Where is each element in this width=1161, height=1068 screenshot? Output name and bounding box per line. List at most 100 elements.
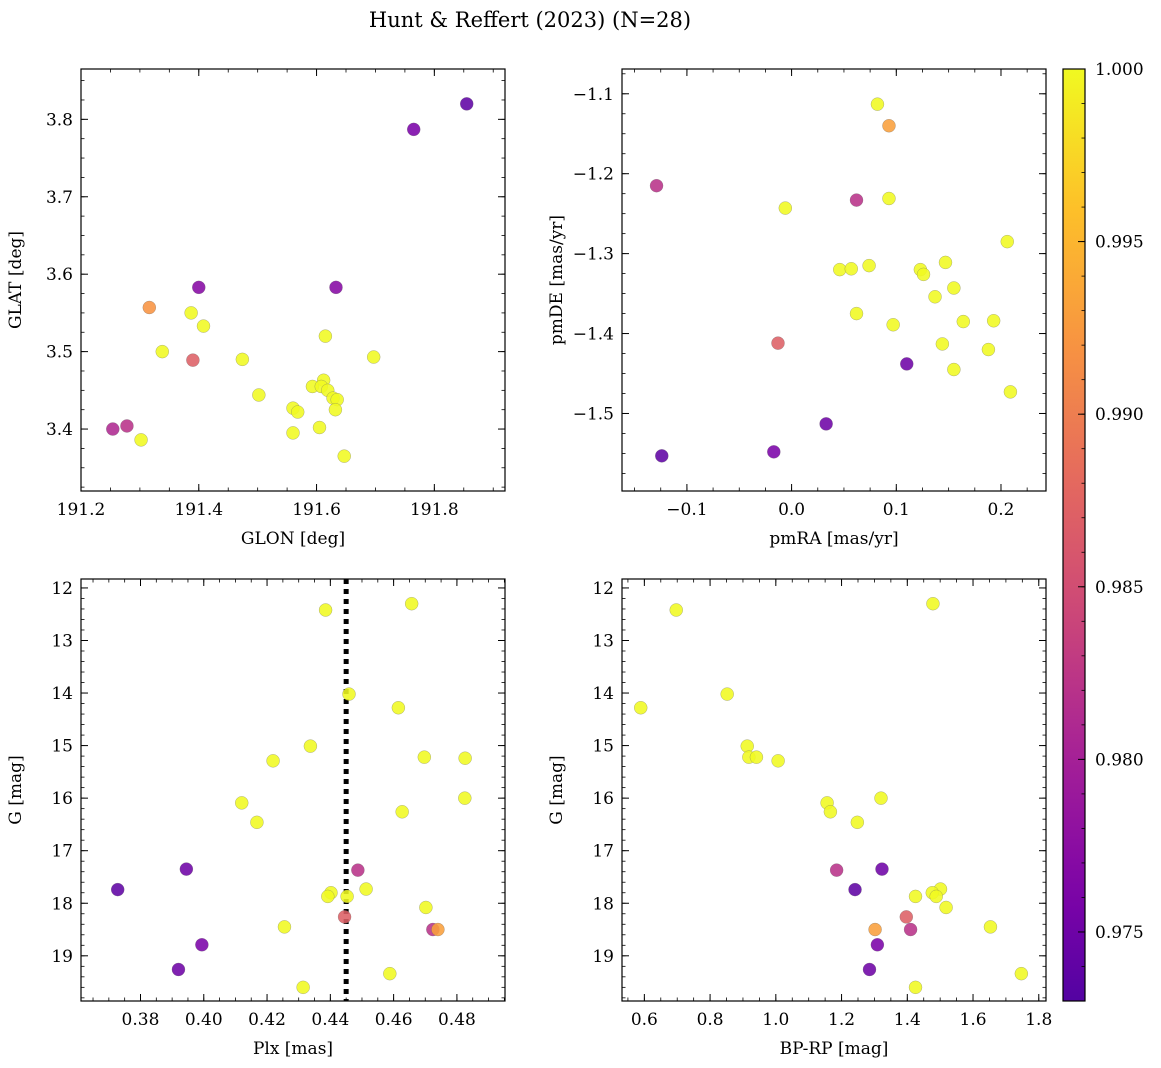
y-tick-label: −1.4	[573, 325, 614, 345]
data-point	[296, 980, 310, 995]
data-point	[142, 300, 157, 315]
data-point	[277, 920, 292, 934]
x-tick-label: 0.48	[438, 1010, 476, 1030]
y-tick-label: −1.2	[573, 165, 614, 185]
data-point	[882, 191, 896, 206]
data-point	[899, 910, 914, 924]
data-point	[321, 889, 335, 904]
data-point	[417, 750, 432, 764]
y-tick-label: 15	[592, 737, 614, 757]
data-point	[886, 318, 900, 332]
colorbar-tick-label: 0.980	[1095, 750, 1144, 770]
x-axis-label: GLON [deg]	[241, 529, 345, 549]
y-tick-label: 3.6	[46, 265, 73, 285]
y-tick-label: 13	[592, 631, 614, 651]
data-point	[303, 739, 318, 753]
data-point	[986, 314, 1001, 328]
colorbar-tick-label: 1.000	[1095, 60, 1144, 80]
data-point	[649, 178, 664, 193]
data-point	[110, 882, 125, 897]
data-point	[956, 314, 971, 329]
data-point	[155, 344, 170, 359]
data-point	[395, 805, 409, 819]
data-point	[337, 910, 352, 924]
y-tick-label: 16	[51, 789, 73, 809]
data-point	[916, 267, 931, 282]
y-tick-label: −1.5	[573, 404, 614, 424]
y-tick-label: 12	[592, 579, 614, 599]
data-point	[870, 938, 885, 952]
data-point	[900, 357, 914, 371]
figure-title: Hunt & Reffert (2023) (N=28)	[369, 8, 691, 32]
data-point	[290, 405, 305, 419]
colorbar-tick-label: 0.995	[1095, 233, 1144, 253]
data-point	[312, 420, 327, 435]
data-point	[404, 596, 419, 611]
data-point	[196, 319, 211, 333]
y-tick-label: 3.5	[46, 343, 73, 363]
data-point	[849, 306, 864, 321]
y-tick-label: 16	[592, 789, 614, 809]
y-tick-label: −1.1	[573, 85, 614, 105]
data-point	[458, 791, 472, 805]
y-axis-label: G [mag]	[547, 755, 567, 824]
data-point	[669, 603, 683, 617]
axes-frame	[621, 68, 1047, 492]
y-tick-label: 19	[592, 947, 614, 967]
data-point	[391, 701, 406, 715]
data-point	[823, 805, 838, 819]
data-point	[431, 922, 445, 937]
data-point	[981, 342, 996, 357]
data-point	[874, 791, 888, 805]
data-point	[819, 417, 833, 431]
data-point	[419, 900, 433, 915]
data-point	[184, 306, 198, 320]
data-point	[179, 862, 194, 876]
x-axis-label: Plx [mas]	[253, 1039, 333, 1059]
data-point	[929, 889, 943, 904]
x-tick-label: 0.42	[248, 1010, 286, 1030]
data-point	[771, 336, 785, 350]
data-point	[359, 882, 373, 896]
data-point	[939, 900, 953, 915]
data-point	[406, 122, 421, 137]
data-point	[720, 687, 734, 701]
data-point	[862, 258, 876, 273]
data-point	[633, 701, 648, 715]
colorbar: 0.975 0.980 0.985 0.990 0.995 1.000	[1062, 60, 1144, 1002]
data-point	[195, 938, 209, 952]
data-point	[850, 815, 865, 830]
y-tick-label: 14	[592, 684, 614, 704]
x-tick-label: 191.6	[292, 500, 341, 520]
data-point	[106, 422, 120, 436]
panel-2: −0.1 0.0 0.1 0.2 −1.1 −1.2 −1.3 −1.4 −1.5 pmRA [m…	[547, 68, 1047, 549]
data-point	[947, 362, 961, 377]
x-tick-label: 0.40	[185, 1010, 223, 1030]
data-point	[655, 449, 669, 463]
data-point	[870, 97, 885, 111]
data-point	[848, 882, 862, 897]
colorbar-tick-label: 0.990	[1095, 405, 1144, 425]
axes-frame	[80, 68, 506, 492]
y-tick-label: 19	[51, 947, 73, 967]
data-point	[234, 796, 249, 810]
data-point	[250, 815, 264, 830]
x-tick-label: 0.46	[375, 1010, 413, 1030]
data-point	[829, 863, 844, 877]
axes-frame	[621, 578, 1047, 1002]
y-tick-label: 3.8	[46, 110, 73, 130]
data-point	[1003, 385, 1018, 399]
y-tick-label: 12	[51, 579, 73, 599]
colorbar-strip	[1062, 68, 1086, 1002]
data-point	[935, 337, 950, 351]
y-axis-label: G [mag]	[6, 755, 26, 824]
x-axis-label: BP-RP [mag]	[780, 1039, 889, 1059]
data-point	[192, 280, 206, 295]
axes-frame	[80, 578, 506, 1002]
panel-4: 0.6 0.8 1.0 1.2 1.4 1.6 1.8 12 13 14 15 16 17 18 19 BP-…	[547, 578, 1052, 1059]
data-point	[833, 262, 847, 277]
data-point	[235, 352, 250, 367]
x-tick-label: 1.8	[1025, 1010, 1052, 1030]
data-point	[329, 280, 343, 295]
x-tick-label: 0.44	[311, 1010, 349, 1030]
